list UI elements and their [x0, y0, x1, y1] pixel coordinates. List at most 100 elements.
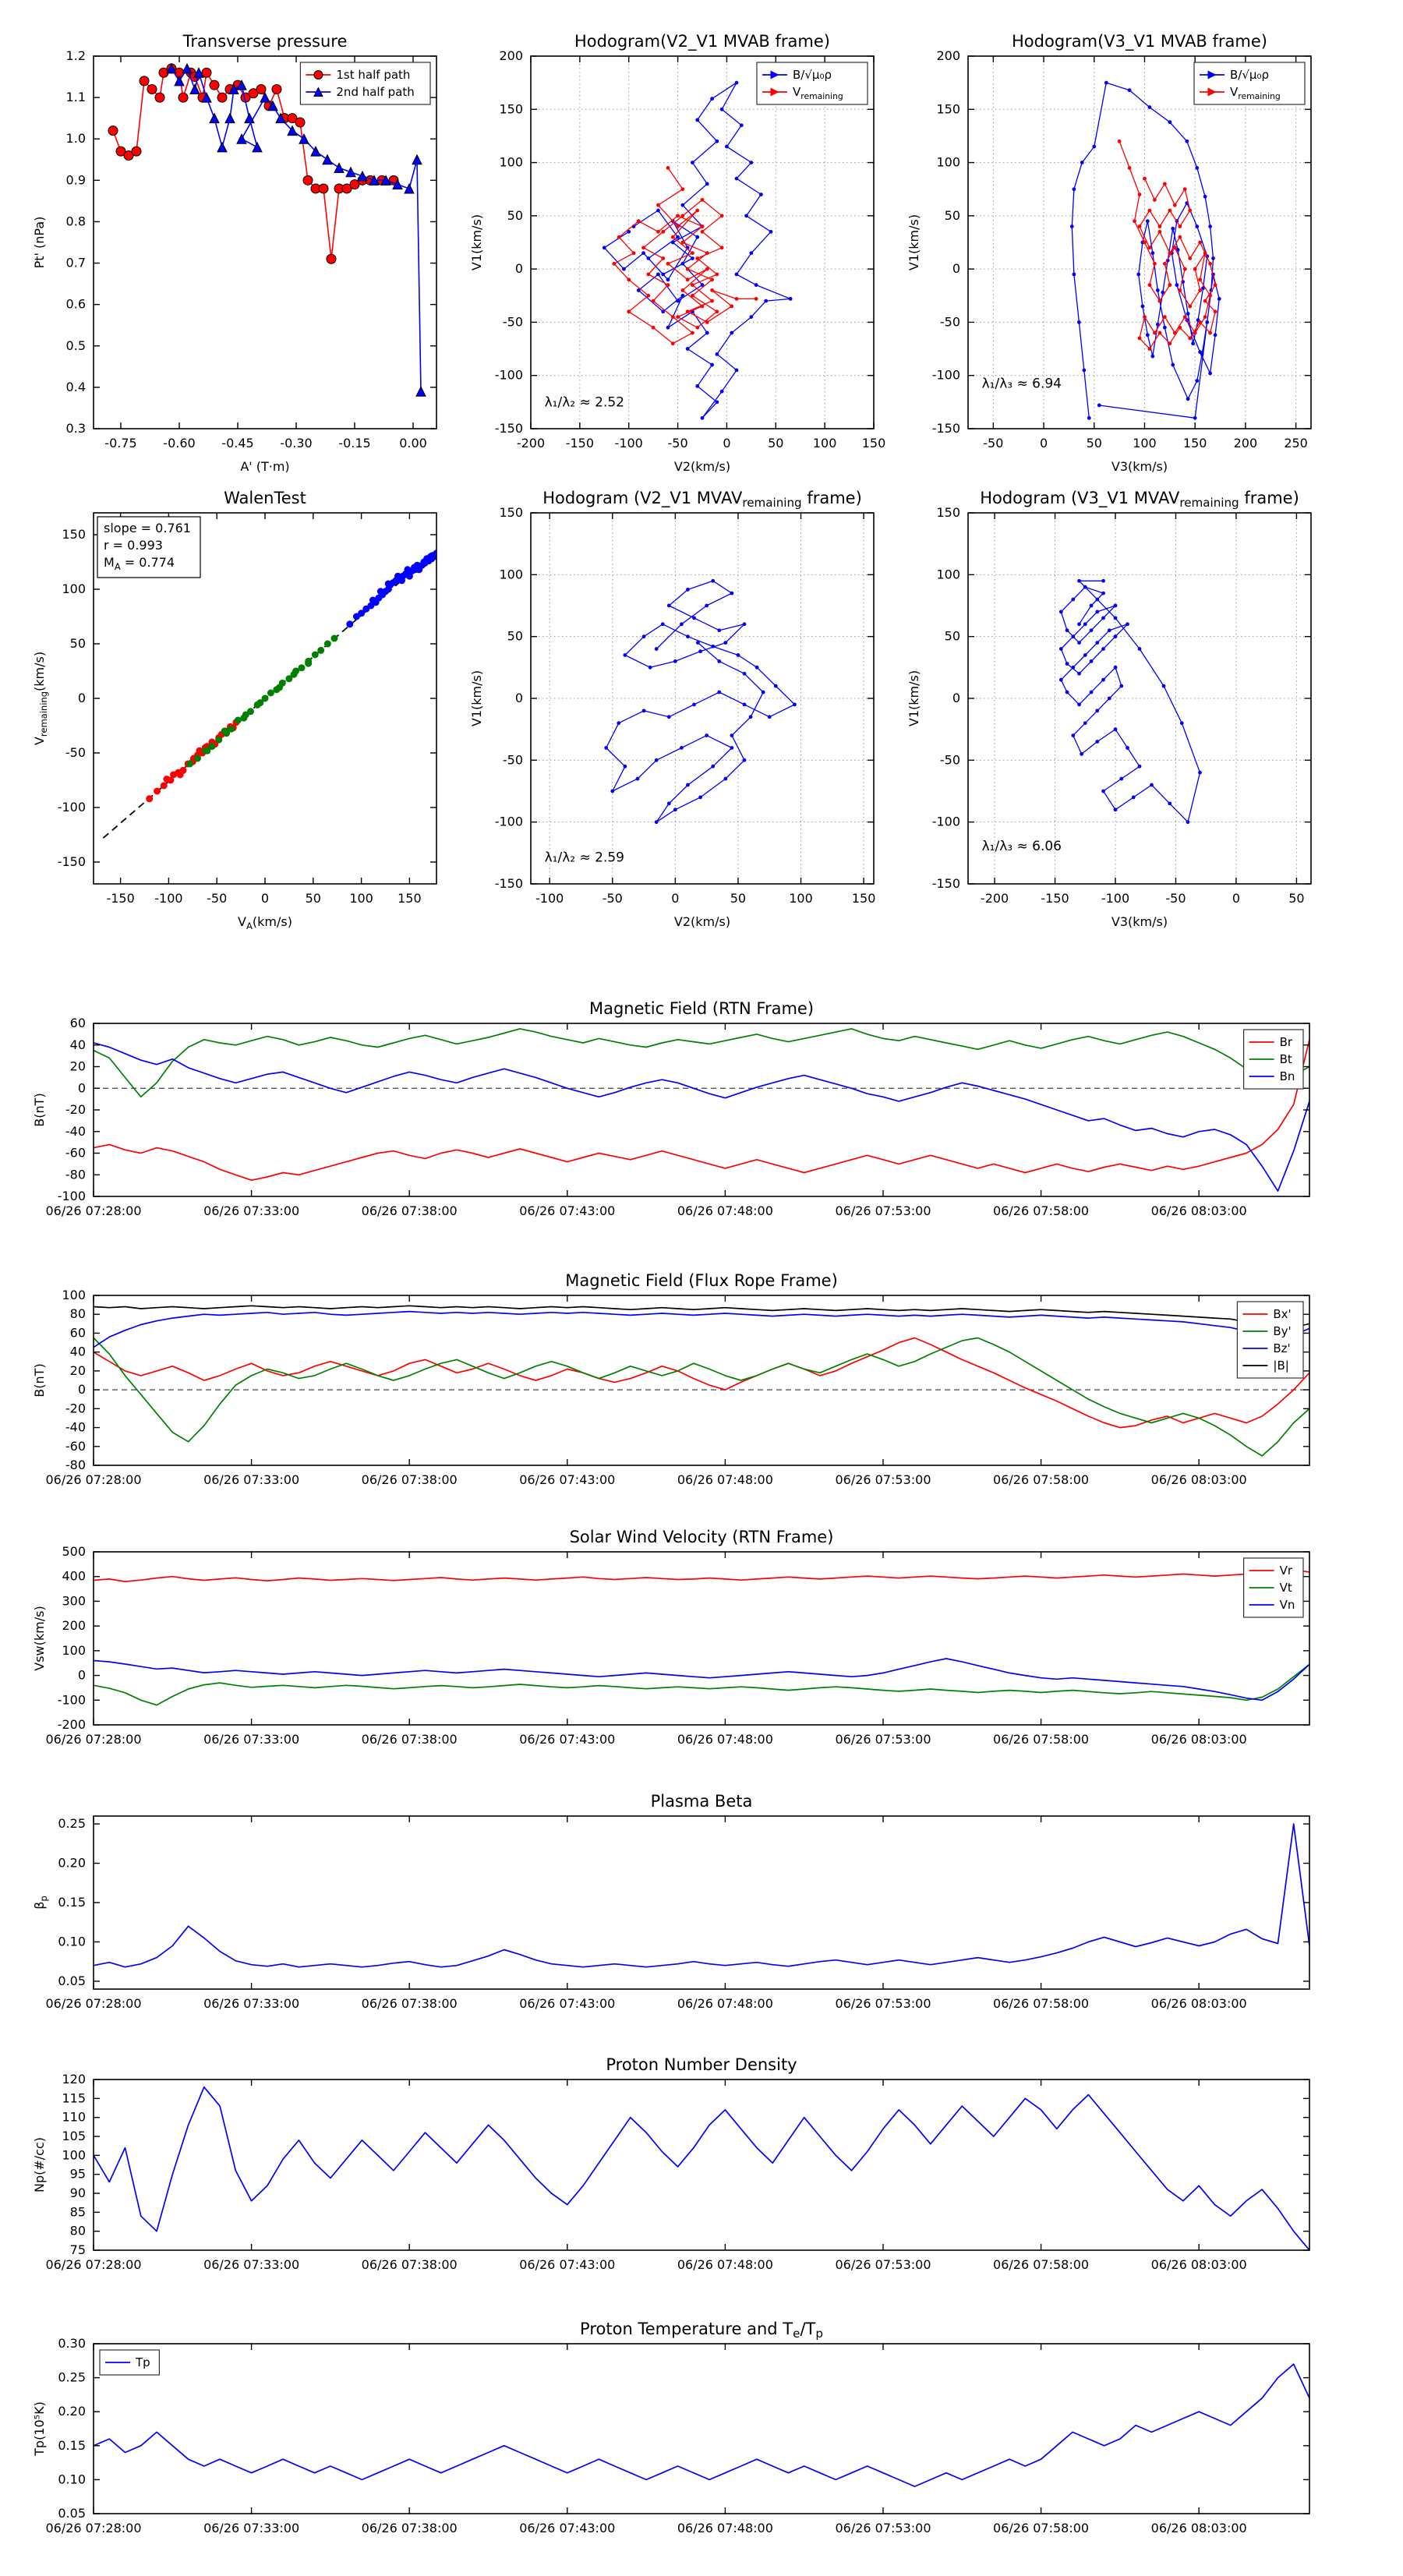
- svg-text:0.10: 0.10: [58, 2472, 86, 2486]
- svg-text:06/26 07:53:00: 06/26 07:53:00: [835, 2521, 931, 2535]
- svg-text:0: 0: [952, 691, 960, 705]
- svg-text:0.25: 0.25: [58, 1816, 86, 1831]
- svg-text:90: 90: [70, 2186, 86, 2200]
- svg-text:-50: -50: [940, 314, 960, 329]
- svg-text:-200: -200: [517, 436, 545, 451]
- panel-hodogram-v3v1-mvab: -50 0 50 100 150 200 250 -150 -100 -50 0 50 100 150 20…: [906, 32, 1312, 474]
- svg-text:λ₁/λ₂ ≈ 2.59: λ₁/λ₂ ≈ 2.59: [545, 850, 624, 865]
- svg-text:150: 150: [62, 527, 86, 542]
- svg-text:Np(#/cc): Np(#/cc): [32, 2137, 47, 2193]
- svg-text:0.8: 0.8: [66, 214, 86, 228]
- svg-text:06/26 07:38:00: 06/26 07:38:00: [362, 2257, 458, 2272]
- title-proton-temperature: Proton Temperature and Te/Tp: [580, 2320, 823, 2341]
- svg-text:Tp(10⁵K): Tp(10⁵K): [32, 2401, 47, 2457]
- svg-text:1.0: 1.0: [66, 131, 86, 146]
- series-group-plasma-beta: [94, 1823, 1309, 1968]
- series-group-proton-temperature: [94, 2363, 1309, 2487]
- svg-text:-80: -80: [65, 1167, 86, 1182]
- svg-text:-80: -80: [65, 1458, 86, 1472]
- svg-text:06/26 07:33:00: 06/26 07:33:00: [203, 2257, 299, 2272]
- svg-text:0.5: 0.5: [66, 338, 86, 353]
- svg-text:0: 0: [1232, 891, 1240, 906]
- svg-text:-100: -100: [535, 891, 564, 906]
- svg-text:0: 0: [515, 691, 523, 705]
- series-group-velocity-rtn: [94, 1568, 1309, 1706]
- svg-text:100: 100: [62, 2147, 86, 2162]
- svg-text:-100: -100: [615, 436, 643, 451]
- svg-text:Vsw(km/s): Vsw(km/s): [32, 1606, 47, 1670]
- svg-text:Vremaining: Vremaining: [1230, 85, 1281, 101]
- svg-text:150: 150: [852, 891, 876, 906]
- svg-text:100: 100: [936, 155, 960, 170]
- svg-text:-50: -50: [65, 745, 86, 760]
- svg-text:λ₁/λ₃ ≈ 6.94: λ₁/λ₃ ≈ 6.94: [982, 376, 1062, 391]
- svg-text:-150: -150: [495, 421, 523, 436]
- svg-text:06/26 07:53:00: 06/26 07:53:00: [835, 1203, 931, 1218]
- svg-text:105: 105: [62, 2129, 86, 2143]
- svg-text:Bn: Bn: [1280, 1069, 1295, 1083]
- svg-text:06/26 07:58:00: 06/26 07:58:00: [993, 1472, 1089, 1487]
- svg-text:1st half path: 1st half path: [336, 68, 410, 82]
- svg-text:-50: -50: [503, 752, 523, 767]
- svg-text:50: 50: [768, 436, 783, 451]
- svg-text:06/26 07:33:00: 06/26 07:33:00: [203, 2521, 299, 2535]
- svg-text:0.30: 0.30: [58, 2336, 86, 2351]
- svg-text:-50: -50: [983, 436, 1003, 451]
- svg-text:-100: -100: [932, 814, 960, 829]
- svg-text:-100: -100: [58, 1692, 86, 1707]
- svg-text:06/26 07:58:00: 06/26 07:58:00: [993, 2521, 1089, 2535]
- svg-text:V1(km/s): V1(km/s): [469, 670, 484, 726]
- title-transverse-pressure: Transverse pressure: [182, 32, 348, 51]
- svg-text:500: 500: [62, 1544, 86, 1559]
- svg-text:06/26 07:48:00: 06/26 07:48:00: [677, 1472, 773, 1487]
- svg-text:250: 250: [1284, 436, 1308, 451]
- svg-text:-100: -100: [154, 891, 182, 906]
- svg-text:40: 40: [70, 1345, 86, 1359]
- svg-text:20: 20: [70, 1363, 86, 1378]
- svg-text:06/26 07:48:00: 06/26 07:48:00: [677, 2257, 773, 2272]
- svg-text:06/26 07:53:00: 06/26 07:53:00: [835, 2257, 931, 2272]
- svg-text:Bz': Bz': [1273, 1341, 1290, 1355]
- svg-text:-50: -50: [207, 891, 227, 906]
- svg-text:Pt' (nPa): Pt' (nPa): [32, 217, 47, 269]
- svg-text:400: 400: [62, 1569, 86, 1584]
- svg-text:Vremaining(km/s): Vremaining(km/s): [32, 652, 49, 745]
- svg-text:06/26 07:28:00: 06/26 07:28:00: [45, 2257, 141, 2272]
- svg-text:0: 0: [78, 691, 86, 705]
- svg-text:06/26 07:43:00: 06/26 07:43:00: [519, 1472, 615, 1487]
- svg-text:06/26 07:43:00: 06/26 07:43:00: [519, 2521, 615, 2535]
- svg-text:150: 150: [499, 101, 523, 116]
- svg-text:40: 40: [70, 1037, 86, 1052]
- panel-proton-temperature: 06/26 07:28:00 06/26 07:33:00 06/26 07:38:…: [32, 2320, 1310, 2535]
- svg-text:0: 0: [1040, 436, 1048, 451]
- svg-text:0.20: 0.20: [58, 1856, 86, 1871]
- title-hodogram-v2v1-mvab: Hodogram(V2_V1 MVAB frame): [574, 32, 830, 51]
- svg-text:Vr: Vr: [1280, 1564, 1293, 1578]
- svg-text:V3(km/s): V3(km/s): [1111, 459, 1168, 474]
- svg-text:V1(km/s): V1(km/s): [906, 670, 921, 726]
- svg-text:-100: -100: [932, 368, 960, 383]
- panel-mag-rtn: 06/26 07:28:00 06/26 07:33:00 06/26 07:38:…: [32, 999, 1310, 1218]
- svg-text:-20: -20: [65, 1102, 86, 1117]
- svg-text:VA(km/s): VA(km/s): [238, 914, 292, 931]
- svg-text:0.3: 0.3: [66, 421, 86, 436]
- svg-text:Vt: Vt: [1280, 1581, 1292, 1595]
- svg-text:100: 100: [936, 567, 960, 581]
- svg-text:By': By': [1273, 1324, 1291, 1338]
- svg-text:V3(km/s): V3(km/s): [1111, 914, 1168, 929]
- svg-text:200: 200: [1234, 436, 1258, 451]
- svg-text:0.00: 0.00: [399, 436, 427, 451]
- svg-text:0.25: 0.25: [58, 2370, 86, 2385]
- svg-text:B(nT): B(nT): [32, 1363, 47, 1397]
- svg-text:0.10: 0.10: [58, 1934, 86, 1949]
- svg-text:06/26 07:33:00: 06/26 07:33:00: [203, 1732, 299, 1747]
- svg-text:-200: -200: [981, 891, 1009, 906]
- svg-text:-150: -150: [932, 876, 960, 891]
- panel-transverse-pressure: -0.75 -0.60 -0.45 -0.30 -0.15 0.00 0.3 0.4 0.5 0.…: [32, 32, 437, 474]
- svg-text:50: 50: [730, 891, 746, 906]
- panel-proton-density: 06/26 07:28:00 06/26 07:33:00 06/26 07:38:…: [32, 2055, 1310, 2272]
- svg-text:B(nT): B(nT): [32, 1093, 47, 1126]
- svg-text:-20: -20: [65, 1401, 86, 1415]
- svg-text:150: 150: [398, 891, 422, 906]
